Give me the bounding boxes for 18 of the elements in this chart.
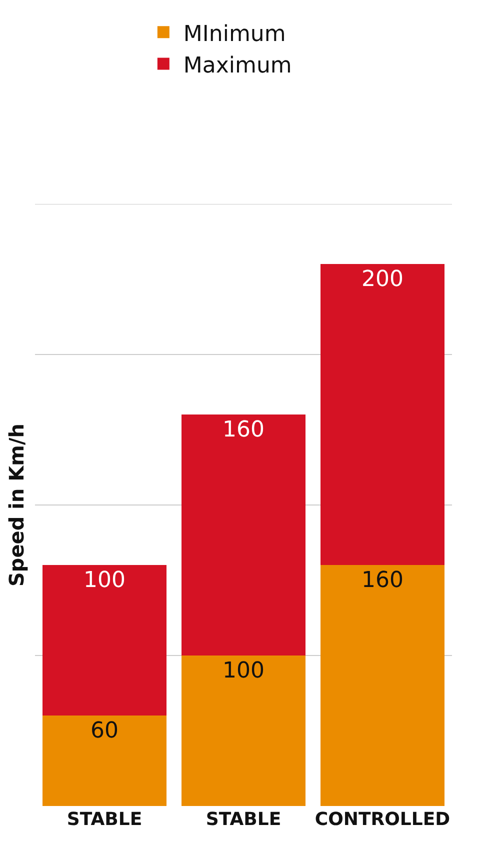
x-tick-label: STABLE — [206, 809, 282, 830]
y-axis-title: Speed in Km/h — [4, 423, 28, 587]
data-label: 100 — [84, 568, 126, 594]
bar — [320, 565, 445, 806]
x-tick-label: STABLE — [66, 809, 142, 830]
x-tick-label: CONTROLLED — [314, 809, 450, 830]
data-label: 200 — [362, 267, 404, 292]
data-label: 100 — [222, 658, 264, 684]
bar — [181, 656, 306, 806]
legend-label: Maximum — [183, 53, 292, 78]
data-label: 160 — [222, 418, 264, 443]
legend-label: MInimum — [183, 22, 286, 47]
bar — [181, 414, 306, 656]
bar — [42, 565, 167, 716]
data-label: 60 — [90, 718, 118, 744]
bar — [42, 716, 167, 806]
bar — [320, 264, 445, 566]
data-label: 160 — [362, 568, 404, 594]
